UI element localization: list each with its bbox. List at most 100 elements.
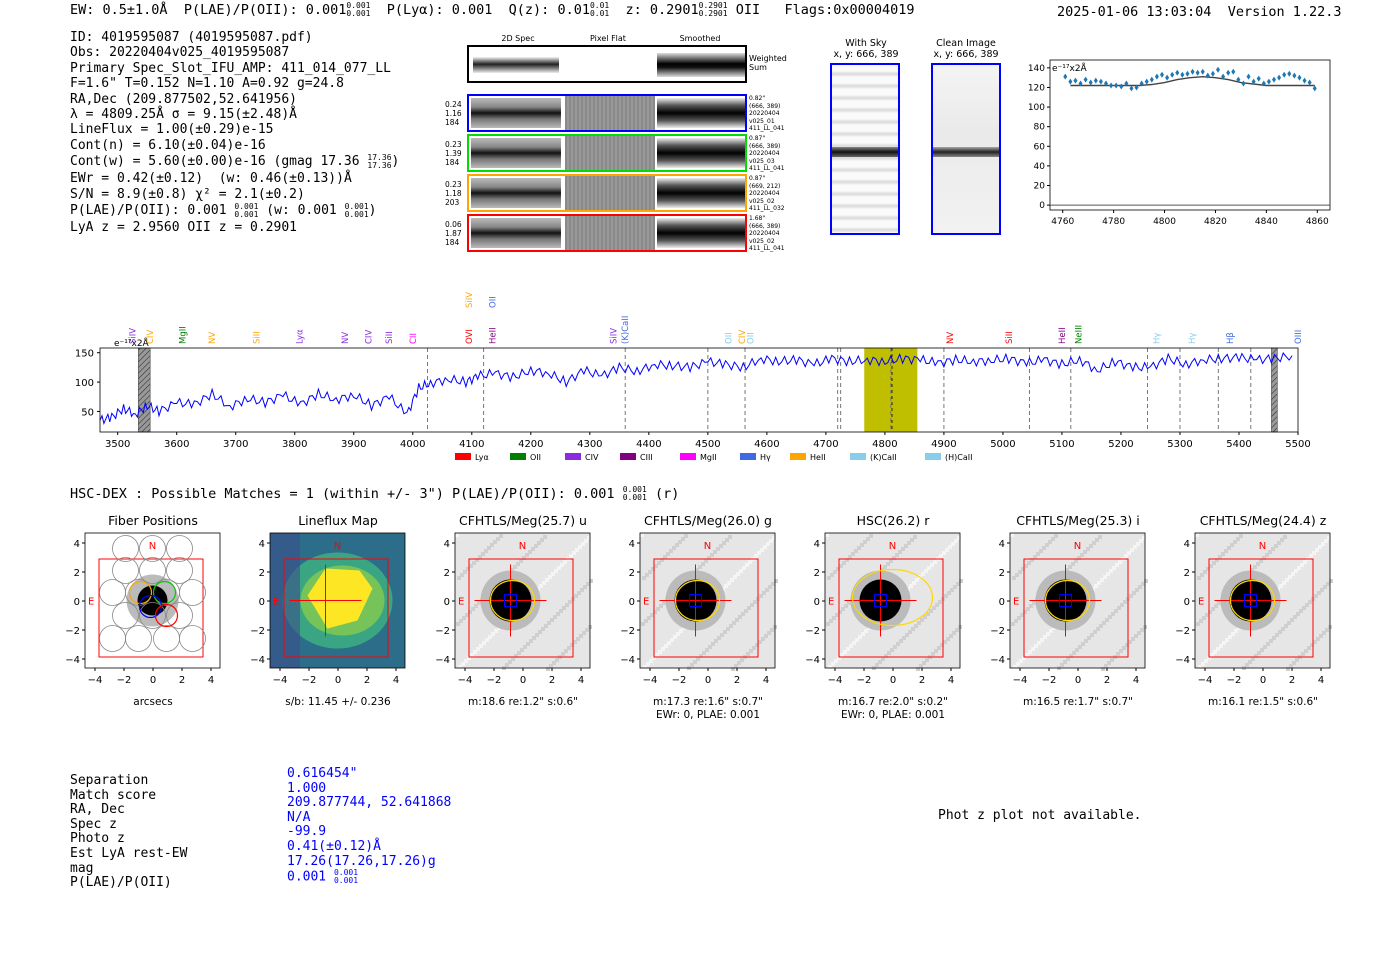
north-label: N xyxy=(519,541,526,552)
clean-image-title: Clean Image xyxy=(936,38,996,49)
cutout-noise xyxy=(1060,663,1064,667)
cutout-noise xyxy=(1015,573,1019,577)
cutout-noise xyxy=(690,663,694,667)
cutout-noise xyxy=(1049,629,1053,633)
cutout-noise xyxy=(732,621,736,625)
cutout-noise xyxy=(774,579,778,583)
cutout-noise xyxy=(1141,582,1145,586)
cutout-noise xyxy=(573,640,577,644)
cutout-noise xyxy=(836,567,840,571)
cutout-noise xyxy=(752,646,756,650)
cutout-noise xyxy=(673,635,677,639)
cutout-x-tick-label: 2 xyxy=(364,675,370,686)
cutout-noise xyxy=(1326,582,1330,586)
cutout-noise xyxy=(1128,640,1132,644)
cutout-title: HSC(26.2) r xyxy=(856,513,930,528)
cutout-noise xyxy=(738,615,742,619)
cutout-y-tick-label: 2 xyxy=(444,568,450,579)
cutout-noise xyxy=(1303,560,1307,564)
cutout-y-tick-label: −4 xyxy=(805,655,820,666)
zoom-data-point xyxy=(1236,76,1241,83)
emission-line-label: NeIII xyxy=(1074,325,1084,344)
cutout-noise xyxy=(465,613,469,617)
info-primary: Primary Spec_Slot_IFU_AMP: 411_014_077_L… xyxy=(70,60,391,76)
cutout-noise xyxy=(461,662,465,666)
cutout-noise xyxy=(581,542,585,546)
cutout-noise xyxy=(730,578,734,582)
zoom-data-point xyxy=(1088,79,1093,86)
cutout-noise xyxy=(899,639,903,643)
spec-x-tick-label: 4400 xyxy=(636,439,661,450)
cutout-noise xyxy=(541,627,545,631)
cutout-noise xyxy=(736,572,740,576)
cutout-noise xyxy=(651,567,655,571)
cutout-noise xyxy=(459,619,463,623)
cutout-aperture-box xyxy=(283,558,389,658)
zoom-x-tick-label: 4780 xyxy=(1102,217,1125,227)
cutout-noise xyxy=(1012,576,1016,580)
cutout-noise xyxy=(957,536,961,540)
weighted-sum-box xyxy=(467,45,747,83)
cutout-noise xyxy=(878,660,882,664)
cutout-noise xyxy=(713,550,717,554)
cutout-noise xyxy=(834,659,838,663)
cutout-noise xyxy=(1084,639,1088,643)
cutout-noise xyxy=(523,645,527,649)
cutout-noise xyxy=(1026,607,1030,611)
cutout-noise xyxy=(1071,562,1075,566)
cutout-noise xyxy=(1105,618,1109,622)
cutout-noise xyxy=(915,578,919,582)
cutout-footer-line: m:16.1 re:1.5" s:0.6" xyxy=(1208,696,1318,708)
cutout-noise xyxy=(1069,654,1073,658)
zoom-data-point xyxy=(1297,74,1302,81)
cutout-noise xyxy=(1014,619,1018,623)
weighted-sum-label: Weighted Sum xyxy=(749,54,787,72)
cutout-noise xyxy=(935,603,939,607)
cutout-noise xyxy=(462,616,466,620)
cutout-noise xyxy=(892,556,896,560)
cutout-noise xyxy=(1209,564,1213,568)
zoom-data-point xyxy=(1231,68,1236,75)
cutout-x-tick-label: 2 xyxy=(179,675,185,686)
cutout-noise xyxy=(886,562,890,566)
zoom-data-point xyxy=(1104,80,1108,87)
cutout-noise xyxy=(549,664,553,668)
cutout-noise xyxy=(488,635,492,639)
header-z: z: 0.2901 xyxy=(625,2,699,18)
cutout-noise xyxy=(951,542,955,546)
cutout-noise xyxy=(1018,570,1022,574)
cutout-noise xyxy=(1203,570,1207,574)
with-sky-header: With Sky x, y: 666, 389 xyxy=(826,38,906,60)
cutout-noise xyxy=(916,667,920,671)
cutout-noise xyxy=(947,591,951,595)
cutout-noise xyxy=(580,588,584,592)
info-contn: Cont(n) = 6.10(±0.04)e-16 xyxy=(70,137,266,153)
cutout-noise xyxy=(760,548,764,552)
match-label: Est LyA rest-EW xyxy=(70,845,188,861)
cutout-noise xyxy=(921,572,925,576)
cutout-noise xyxy=(641,622,645,626)
cutout-x-tick-label: 4 xyxy=(1133,675,1139,686)
cutout-title: Lineflux Map xyxy=(298,513,378,528)
spec2d-panel: 2D Spec Pixel Flat Smoothed Weighted Sum … xyxy=(440,32,800,257)
cutout-noise xyxy=(1019,659,1023,663)
cutout-noise xyxy=(572,551,576,555)
match-value: 1.000 xyxy=(287,780,327,796)
cutout-noise xyxy=(1046,632,1050,636)
spec-y-tick-label: 100 xyxy=(75,378,94,389)
info-obs: Obs: 20220404v025_4019595087 xyxy=(70,45,290,61)
cutout-noise xyxy=(949,634,953,638)
cutout-noise xyxy=(569,554,573,558)
cutout-noise xyxy=(1117,606,1121,610)
spec2d-row-2d xyxy=(471,138,561,168)
cutout-noise xyxy=(1201,662,1205,666)
zoom-y-tick-label: 100 xyxy=(1028,103,1045,113)
cutout-noise xyxy=(1305,603,1309,607)
cutout-x-tick-label: 0 xyxy=(705,675,711,686)
cutout-noise xyxy=(889,559,893,563)
cutout-x-tick-label: 2 xyxy=(734,675,740,686)
spec-x-tick-label: 3500 xyxy=(105,439,130,450)
cutout-noise xyxy=(731,667,735,671)
cutout-noise xyxy=(734,664,738,668)
cutout-noise xyxy=(1204,659,1208,663)
